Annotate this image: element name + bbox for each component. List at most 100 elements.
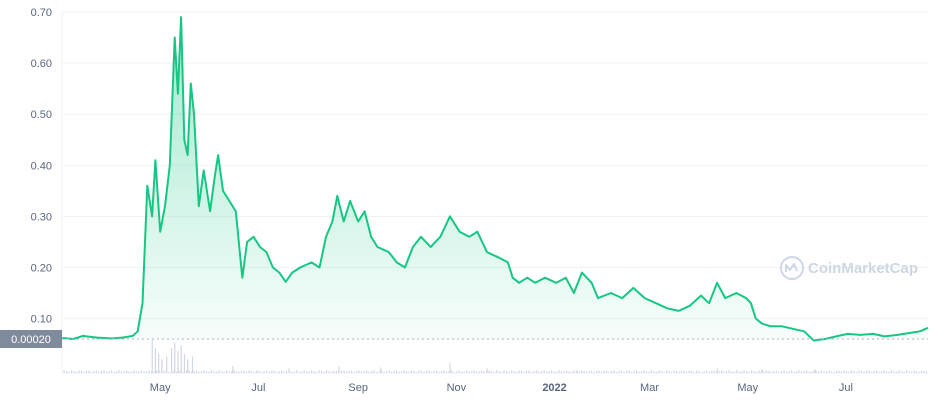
volume-bar bbox=[233, 370, 235, 373]
volume-bar bbox=[771, 371, 773, 373]
volume-bar bbox=[161, 359, 163, 373]
volume-bar bbox=[268, 371, 270, 373]
x-tick-label: Mar bbox=[640, 382, 659, 394]
volume-bar bbox=[168, 371, 170, 373]
volume-bar bbox=[421, 370, 423, 373]
volume-bar bbox=[638, 371, 640, 373]
volume-bar bbox=[653, 371, 655, 373]
volume-bar bbox=[431, 371, 433, 373]
volume-bar bbox=[356, 370, 358, 373]
volume-bar bbox=[786, 371, 788, 373]
volume-bar bbox=[668, 371, 670, 373]
volume-bar bbox=[223, 371, 225, 373]
volume-bar bbox=[743, 370, 745, 373]
volume-bar bbox=[463, 371, 465, 373]
volume-bar bbox=[351, 370, 353, 373]
watermark-text: CoinMarketCap bbox=[808, 260, 918, 277]
volume-bar bbox=[118, 370, 120, 373]
volume-bar bbox=[913, 370, 915, 373]
volume-bar bbox=[449, 363, 451, 373]
volume-bar bbox=[256, 370, 258, 373]
volume-bar bbox=[376, 371, 378, 373]
volume-bar bbox=[303, 370, 305, 373]
volume-bar bbox=[531, 371, 533, 373]
volume-bar bbox=[798, 370, 800, 373]
volume-bar bbox=[401, 371, 403, 373]
volume-bar bbox=[676, 370, 678, 373]
volume-bar bbox=[533, 370, 535, 373]
volume-bar bbox=[918, 371, 920, 373]
volume-bar bbox=[188, 370, 190, 373]
volume-bar bbox=[733, 371, 735, 373]
volume-bar bbox=[498, 371, 500, 373]
volume-bar bbox=[491, 371, 493, 373]
volume-bar bbox=[726, 371, 728, 373]
volume-bar bbox=[556, 371, 558, 373]
volume-bar bbox=[806, 370, 808, 373]
volume-bar bbox=[608, 371, 610, 373]
volume-bar bbox=[321, 371, 323, 373]
volume-bar bbox=[191, 356, 194, 373]
volume-bar bbox=[773, 370, 775, 373]
volume-bar bbox=[908, 371, 910, 373]
volume-bar bbox=[871, 371, 873, 373]
volume-bar bbox=[361, 371, 363, 373]
volume-bar bbox=[541, 371, 543, 373]
volume-bar bbox=[768, 370, 770, 373]
volume-bar bbox=[236, 371, 238, 373]
volume-bar bbox=[76, 371, 78, 373]
x-tick-label: 2022 bbox=[542, 382, 566, 394]
volume-bar bbox=[293, 371, 295, 373]
volume-bar bbox=[836, 370, 838, 373]
volume-bar bbox=[646, 371, 648, 373]
x-tick-label: Jul bbox=[251, 382, 265, 394]
volume-bar bbox=[898, 370, 900, 373]
volume-bar bbox=[73, 370, 75, 373]
volume-bar bbox=[381, 370, 383, 373]
volume-bar bbox=[678, 371, 680, 373]
volume-bar bbox=[276, 371, 278, 373]
volume-bar bbox=[831, 371, 833, 373]
volume-bar bbox=[796, 371, 798, 373]
volume-bar bbox=[561, 371, 563, 373]
volume-bar bbox=[406, 371, 408, 373]
volume-bar bbox=[808, 371, 810, 373]
volume-bar bbox=[353, 371, 355, 373]
volume-bar bbox=[791, 370, 793, 373]
volume-bar bbox=[903, 371, 905, 373]
volume-bar bbox=[711, 371, 713, 373]
volume-bar bbox=[616, 371, 618, 373]
volume-bar bbox=[318, 370, 320, 373]
x-tick-label: May bbox=[737, 382, 758, 394]
volume-bar bbox=[706, 370, 708, 373]
volume-bar bbox=[813, 370, 815, 373]
volume-bar bbox=[766, 370, 768, 373]
volume-bar bbox=[636, 370, 638, 373]
volume-bar bbox=[138, 371, 140, 373]
volume-bar bbox=[888, 371, 890, 373]
volume-bar bbox=[166, 356, 168, 373]
coinmarketcap-logo-icon bbox=[780, 256, 804, 280]
volume-bar bbox=[68, 371, 70, 373]
volume-bar bbox=[893, 371, 895, 373]
volume-bar bbox=[451, 370, 453, 373]
volume-bar bbox=[263, 370, 265, 373]
volume-bar bbox=[151, 371, 153, 373]
volume-bar bbox=[801, 371, 803, 373]
volume-bar bbox=[426, 370, 428, 373]
volume-bar bbox=[588, 370, 590, 373]
volume-bar bbox=[513, 370, 515, 373]
volume-bar bbox=[96, 370, 98, 373]
volume-bar bbox=[816, 371, 818, 373]
volume-bar bbox=[136, 371, 138, 373]
volume-bar bbox=[128, 371, 130, 373]
volume-bar bbox=[851, 370, 853, 373]
volume-bar bbox=[598, 370, 600, 373]
volume-bar bbox=[380, 367, 382, 373]
volume-bar bbox=[151, 340, 153, 373]
volume-bar bbox=[206, 371, 208, 373]
volume-bar bbox=[88, 370, 90, 373]
volume-bar bbox=[283, 371, 285, 373]
volume-bar bbox=[93, 370, 95, 373]
volume-bar bbox=[373, 370, 375, 373]
